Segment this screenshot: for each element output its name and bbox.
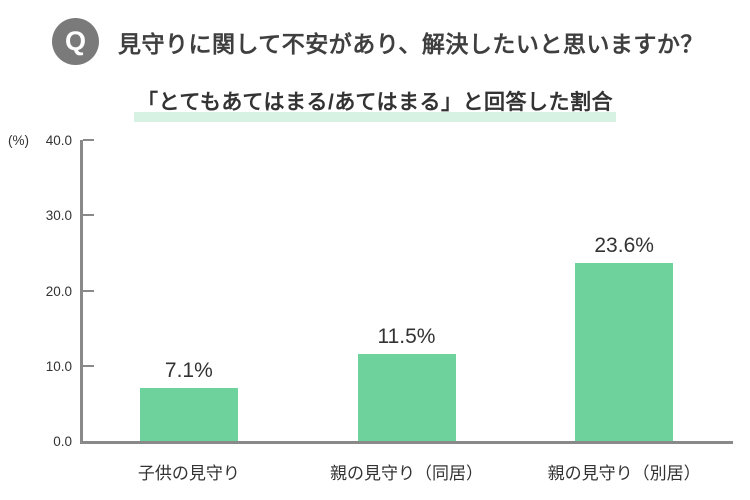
x-axis-line — [80, 441, 733, 444]
y-axis-tick-label: 40.0 — [45, 133, 72, 148]
question-title: 見守りに関して不安があり、解決したいと思いますか？ — [118, 31, 704, 57]
subtitle-highlight-bar — [134, 112, 616, 122]
bar-value-label: 23.6% — [594, 234, 654, 258]
bar-value-label: 11.5% — [377, 325, 436, 349]
chart-subtitle: 「とてもあてはまる/あてはまる」と回答した割合 — [134, 86, 616, 122]
bar — [575, 263, 674, 441]
y-axis-unit-label: (%) — [8, 133, 29, 148]
bar-category-label: 親の見守り（同居） — [329, 464, 483, 483]
y-axis-line — [80, 140, 83, 444]
y-axis-tick — [83, 139, 94, 141]
y-axis-tick-label: 30.0 — [45, 208, 72, 224]
bar-category-label: 親の見守り（別居） — [547, 464, 701, 483]
bar — [139, 387, 238, 441]
chart-subtitle-text: 「とてもあてはまる/あてはまる」と回答した割合 — [137, 91, 613, 114]
y-axis-tick-label: 20.0 — [45, 283, 72, 299]
bar-value-label: 7.1% — [164, 358, 213, 382]
y-axis-tick — [83, 214, 94, 217]
question-badge: Q — [52, 18, 99, 65]
bar-category-label: 子供の見守り — [137, 464, 240, 483]
y-axis-tick — [83, 364, 94, 367]
question-badge-letter: Q — [64, 26, 86, 56]
bar — [357, 354, 456, 441]
subtitle-row: 「とてもあてはまる/あてはまる」と回答した割合 — [0, 86, 750, 122]
y-axis-tick — [83, 289, 94, 292]
y-axis-tick-label: 0.0 — [53, 434, 72, 449]
y-axis-tick-label: 10.0 — [45, 358, 72, 374]
